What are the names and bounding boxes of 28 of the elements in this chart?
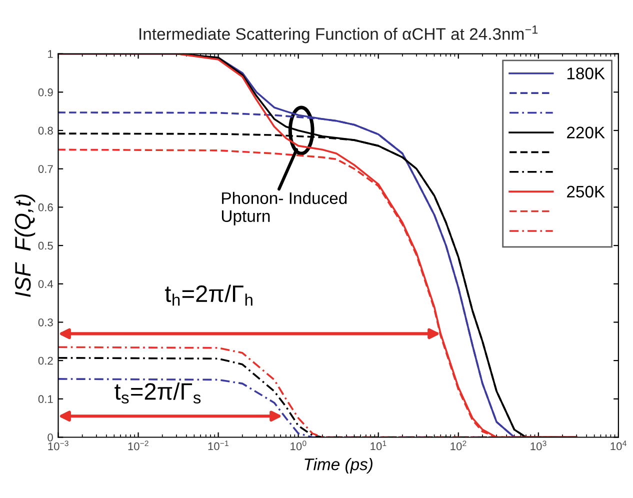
y-tick-label: 0.4 [38, 280, 54, 288]
x-tick-label: 10$^{0}$ [290, 440, 306, 450]
x-tick-label: 10$^{4}$ [610, 440, 626, 450]
y-tick-label: 0.2 [38, 356, 53, 365]
y-tick-label: 0.1 [38, 395, 53, 404]
x-tick-label: 10$^{−3}$ [48, 440, 68, 450]
legend-label: 220K [567, 126, 605, 138]
y-tick-label: 1 [48, 50, 53, 58]
y-tick-label: 0.7 [38, 165, 53, 173]
y-tick-label: 0.6 [38, 203, 53, 212]
legend-label: 250K [567, 186, 605, 198]
x-tick-label: 10$^{−1}$ [208, 440, 228, 450]
y-tick-label: 0.9 [38, 88, 53, 96]
y-tick-label: 0.8 [38, 126, 53, 135]
x-tick-label: 10$^{1}$ [370, 440, 386, 450]
x-tick-label: 10$^{3}$ [530, 440, 546, 450]
annotation: Phonon- Induced Upturn [222, 192, 347, 226]
annotation: t$_{s}$=2π/Γ$_{s}$ [114, 382, 201, 404]
x-axis-title: Time (ps) [304, 458, 372, 474]
y-axis-title: ISF F(Q,t) [14, 194, 36, 297]
chart-title: Intermediate Scattering Function of αCHT at 24.3nm$^{−1}$ [140, 26, 538, 44]
legend-label: 180K [567, 68, 605, 80]
annotation: t$_{h}$=2π/Γ$_{h}$ [165, 284, 252, 306]
y-tick-label: 0 [48, 434, 53, 442]
x-tick-label: 10$^{−2}$ [128, 440, 148, 450]
x-tick-label: 10$^{2}$ [450, 440, 466, 450]
y-tick-label: 0.3 [38, 318, 53, 326]
y-tick-label: 0.5 [38, 242, 53, 250]
